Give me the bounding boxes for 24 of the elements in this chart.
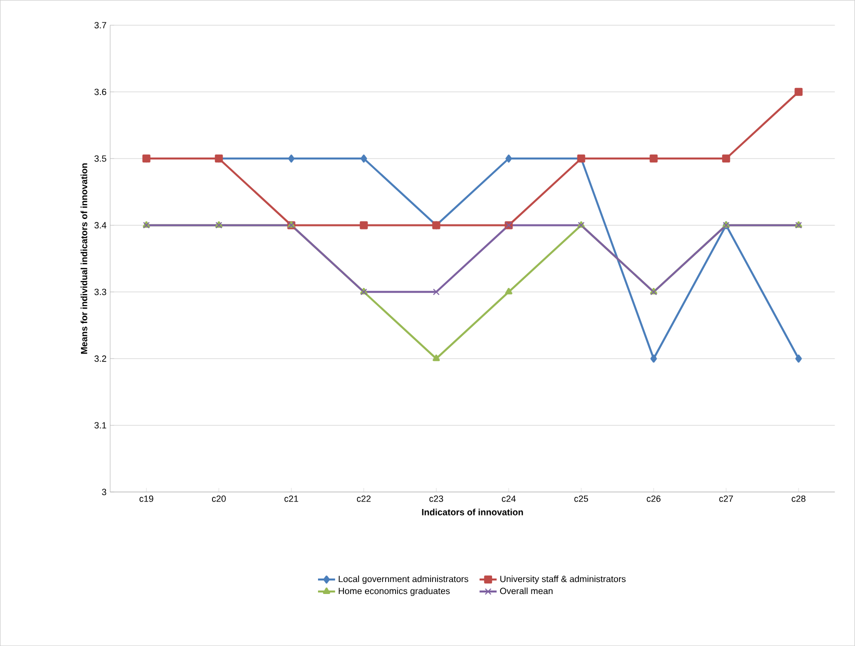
y-tick-label: 3 <box>102 488 106 496</box>
y-tick-label: 3.3 <box>94 288 106 296</box>
legend-label: Home economics graduates <box>338 587 450 596</box>
x-tick-label: c27 <box>719 495 733 502</box>
x-tick-label: c23 <box>429 495 444 502</box>
legend-label: Overall mean <box>500 587 553 594</box>
x-tick-label: c24 <box>502 495 516 502</box>
y-tick-label: 3.6 <box>94 88 106 96</box>
x-tick-label: c22 <box>356 495 371 502</box>
y-tick-label: 3.1 <box>94 422 106 428</box>
x-tick-label: c19 <box>140 495 154 502</box>
y-tick-label: 3.2 <box>94 355 106 362</box>
x-tick-label: c25 <box>574 495 588 502</box>
y-tick-label: 3.4 <box>94 222 106 228</box>
y-axis-title: Means for individual indicators of innovation <box>80 163 88 354</box>
x-tick-label: c20 <box>212 495 226 502</box>
y-tick-label: 3.7 <box>94 22 106 28</box>
legend-label: Local government administrators <box>338 575 468 584</box>
x-tick-label: c28 <box>792 495 806 502</box>
y-tick-label: 3.5 <box>94 155 106 162</box>
x-tick-label: c26 <box>646 495 661 502</box>
x-tick-label: c21 <box>284 495 298 502</box>
legend-label: University staff & administrators <box>500 575 626 584</box>
x-axis-title: Indicators of innovation <box>422 508 523 516</box>
